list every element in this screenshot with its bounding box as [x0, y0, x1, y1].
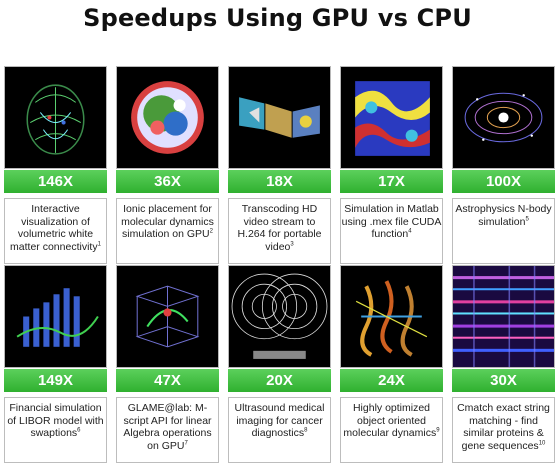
speedup-value: 24X — [340, 369, 443, 392]
footnote-ref: 8 — [304, 427, 308, 434]
ultrasound-rings-image — [228, 265, 331, 368]
speedup-description: Financial simulation of LIBOR model with… — [4, 397, 107, 463]
speedup-value: 18X — [228, 170, 331, 193]
video-frames-image — [228, 66, 331, 169]
footnote-ref: 3 — [290, 241, 294, 247]
nbody-galaxy-image — [452, 66, 555, 169]
speedup-description: GLAME@lab: M-script API for linear Algeb… — [116, 397, 219, 463]
speedup-description: Ultrasound medical imaging for cancer di… — [228, 397, 331, 463]
page-title: Speedups Using GPU vs CPU — [83, 4, 472, 32]
speedup-description: Transcoding HD video stream to H.264 for… — [228, 198, 331, 264]
speedup-value: 149X — [4, 369, 107, 392]
brain-tract-image — [4, 66, 107, 169]
footnote-ref: 10 — [538, 440, 546, 446]
speedup-description: Ionic placement for molecular dynamics s… — [116, 198, 219, 264]
speedup-description: Simulation in Matlab using .mex file CUD… — [340, 198, 443, 264]
footnote-ref: 5 — [525, 216, 529, 222]
footnote-ref: 9 — [436, 427, 440, 434]
footnote-ref: 1 — [97, 241, 101, 247]
footnote-ref: 4 — [408, 228, 412, 235]
speedup-value: 146X — [4, 170, 107, 193]
speedup-description: Cmatch exact string matching - find simi… — [452, 397, 555, 463]
footnote-ref: 6 — [77, 427, 81, 434]
financial-chart-image — [4, 265, 107, 368]
fluid-simulation-image — [340, 66, 443, 169]
footnote-ref: 7 — [184, 440, 188, 446]
speedup-description: Highly optimized object oriented molecul… — [340, 397, 443, 463]
speedup-value: 47X — [116, 369, 219, 392]
linear-algebra-image — [116, 265, 219, 368]
speedup-value: 100X — [452, 170, 555, 193]
speedup-value: 30X — [452, 369, 555, 392]
speedup-value: 36X — [116, 170, 219, 193]
speedup-description: Interactive visualization of volumetric … — [4, 198, 107, 264]
protein-ribbon-image — [340, 265, 443, 368]
speedup-value: 20X — [228, 369, 331, 392]
sequence-matrix-image — [452, 265, 555, 368]
footnote-ref: 2 — [209, 228, 213, 235]
molecule-sphere-image — [116, 66, 219, 169]
speedup-value: 17X — [340, 170, 443, 193]
speedup-description: Astrophysics N-body simulation5 — [452, 198, 555, 264]
